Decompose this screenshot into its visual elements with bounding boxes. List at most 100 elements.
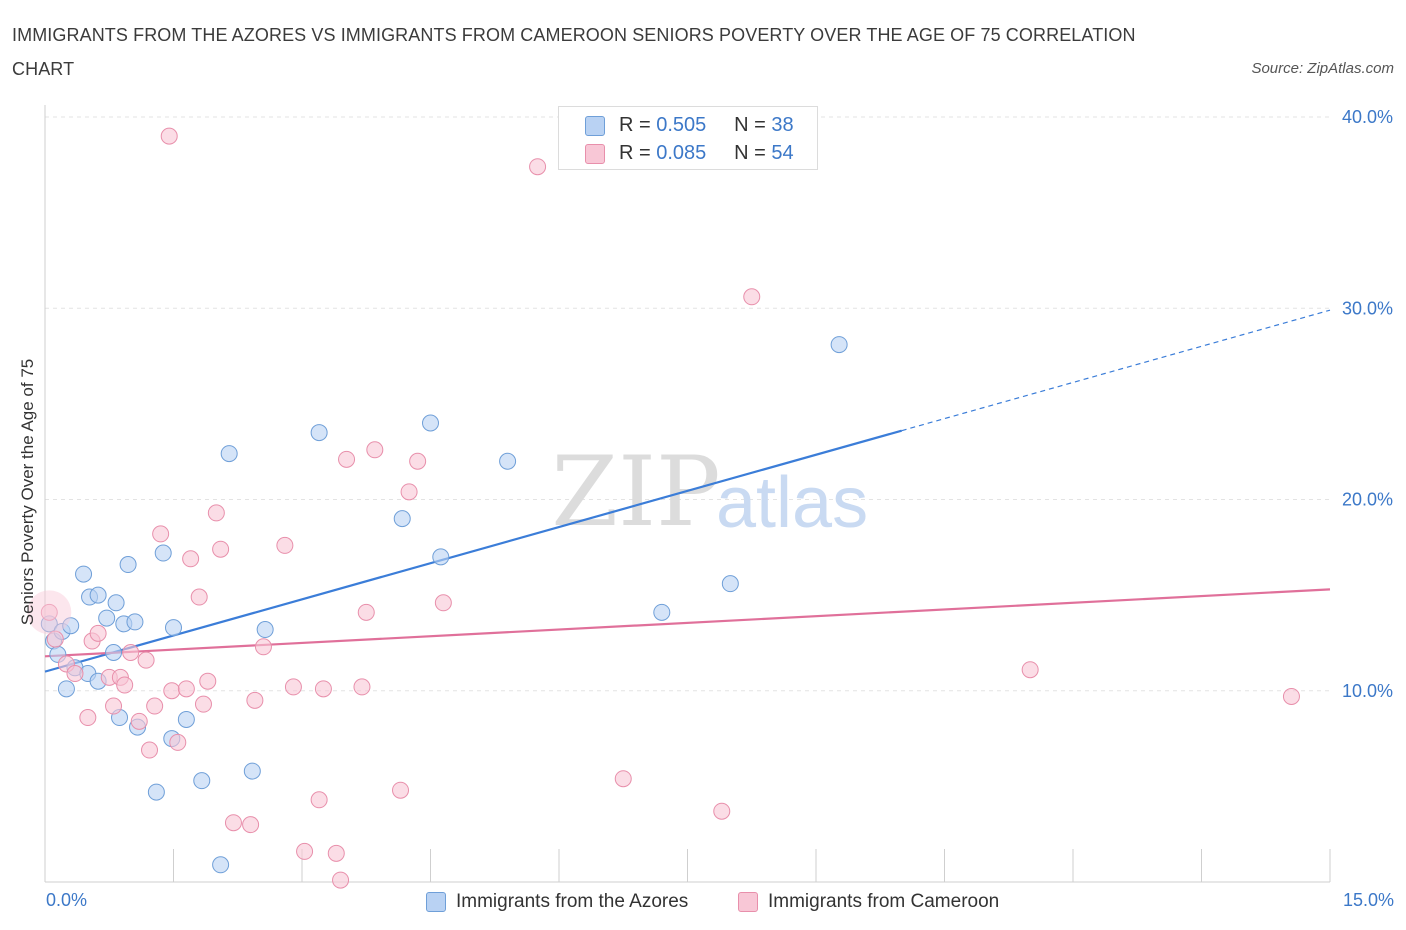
y-tick-labels: 10.0% 20.0% 30.0% 40.0% [1342, 107, 1393, 701]
cameroon-point [182, 550, 200, 568]
azores-point [89, 586, 107, 604]
cameroon-point [400, 483, 418, 501]
cameroon-point [254, 638, 272, 656]
azores-point [154, 544, 172, 562]
cameroon-point [366, 441, 384, 459]
cameroon-point [169, 733, 187, 751]
cameroon-point [194, 695, 212, 713]
azores-point [212, 856, 230, 874]
cameroon-point [1021, 661, 1039, 679]
azores-point [256, 621, 274, 639]
cameroon-point [207, 504, 225, 522]
cameroon-point [116, 676, 134, 694]
cameroon-point [177, 680, 195, 698]
azores-point [243, 762, 261, 780]
cameroon-point [743, 288, 761, 306]
azores-r-value: 0.505 [656, 114, 707, 136]
cameroon-point [327, 844, 345, 862]
cameroon-point [310, 791, 328, 809]
r-label: R = [619, 114, 651, 136]
cameroon-point [353, 678, 371, 696]
azores-point [107, 594, 125, 612]
cameroon-point [137, 651, 155, 669]
cameroon-point [409, 452, 427, 470]
azores-point [126, 613, 144, 631]
cameroon-point [79, 709, 97, 727]
cameroon-point [66, 665, 84, 683]
cameroon-legend-label: Immigrants from Cameroon [768, 891, 1000, 912]
cameroon-point [332, 871, 350, 889]
cameroon-point [242, 816, 260, 834]
azores-point [830, 336, 848, 354]
y-axis-label: Seniors Poverty Over the Age of 75 [18, 358, 37, 626]
azores-legend-label: Immigrants from the Azores [456, 891, 689, 912]
data-points [27, 127, 1300, 889]
cameroon-point-large [27, 590, 72, 635]
azores-point [119, 556, 137, 574]
azores-point [62, 617, 80, 635]
cameroon-point [1282, 687, 1300, 705]
axes [44, 105, 1331, 883]
cameroon-point [146, 697, 164, 715]
watermark: ZIP atlas [551, 436, 868, 548]
azores-stats: R = 0.505 N = 38 [619, 112, 794, 138]
cameroon-trend-line [44, 588, 1331, 658]
x-axis-min-label: 0.0% [46, 890, 88, 910]
azores-point [422, 414, 439, 432]
cameroon-r-value: 0.085 [656, 142, 707, 164]
cameroon-point [163, 682, 181, 700]
azores-trend-line [44, 429, 902, 673]
cameroon-point [529, 158, 547, 176]
azores-point [57, 680, 75, 698]
watermark-zip: ZIP [551, 436, 720, 548]
cameroon-point [160, 127, 178, 145]
y-tick-label: 40.0% [1342, 107, 1393, 127]
azores-trend-extension [901, 309, 1331, 432]
cameroon-point [46, 630, 64, 648]
correlation-legend: R = 0.505 N = 38 R = 0.085 N = 54 [558, 106, 818, 170]
cameroon-point [190, 588, 208, 606]
cameroon-point [276, 536, 294, 554]
y-tick-label: 20.0% [1342, 490, 1393, 510]
x-axis-max-label: 15.0% [1342, 890, 1394, 910]
y-tick-label: 30.0% [1342, 298, 1393, 318]
cameroon-point [246, 691, 264, 709]
azores-point [220, 445, 238, 463]
cameroon-swatch [585, 144, 605, 164]
cameroon-point [338, 450, 356, 468]
cameroon-point [296, 842, 314, 860]
azores-n-value: 38 [771, 114, 794, 136]
azores-point [75, 565, 93, 583]
cameroon-point [224, 814, 242, 832]
n-label: N = [734, 114, 766, 136]
cameroon-point [713, 802, 731, 820]
cameroon-point [141, 741, 159, 759]
cameroon-point [314, 680, 332, 698]
azores-swatch [585, 116, 605, 136]
r-label: R = [619, 142, 651, 164]
azores-point [165, 619, 182, 637]
azores-point [653, 603, 671, 621]
cameroon-point [105, 697, 123, 715]
cameroon-point [614, 770, 632, 788]
cameroon-point [212, 540, 230, 558]
azores-point [98, 609, 116, 627]
source-credit: Source: ZipAtlas.com [1251, 60, 1394, 77]
azores-point [499, 452, 517, 470]
azores-point [432, 548, 450, 566]
azores-point [193, 772, 211, 790]
trend-lines [44, 309, 1331, 673]
cameroon-point [89, 624, 107, 642]
cameroon-point [284, 678, 302, 696]
cameroon-n-value: 54 [771, 142, 794, 164]
cameroon-point [434, 594, 452, 612]
cameroon-stats: R = 0.085 N = 54 [619, 140, 794, 166]
azores-point [310, 424, 328, 442]
cameroon-point [152, 525, 170, 543]
azores-point [393, 510, 411, 528]
n-label: N = [734, 142, 766, 164]
cameroon-point [130, 712, 148, 730]
cameroon-point [40, 603, 58, 621]
cameroon-legend-swatch [738, 892, 758, 912]
